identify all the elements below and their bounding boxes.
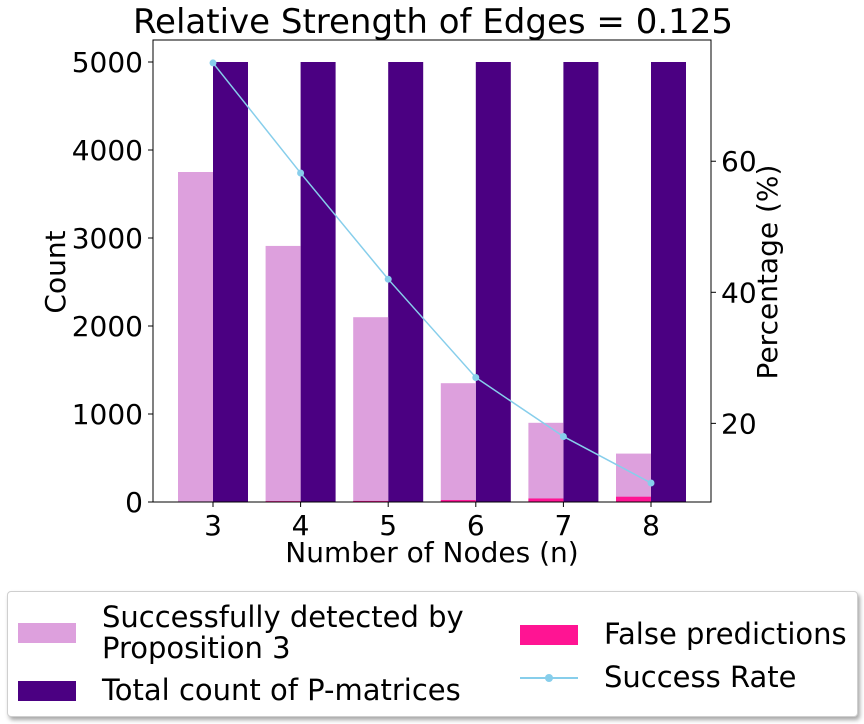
bar-total-5 <box>388 62 424 502</box>
y2-axis-label: Percentage (%) <box>751 165 784 380</box>
bar-false-8 <box>616 496 651 502</box>
success-rate-point-7 <box>559 432 567 440</box>
x-tick-label-4: 4 <box>292 509 310 542</box>
x-tick-label-6: 6 <box>467 509 485 542</box>
y-tick-label-5000: 5000 <box>72 46 143 79</box>
success-rate-point-4 <box>297 169 305 177</box>
bar-detected-6 <box>440 383 476 502</box>
x-tick-label-7: 7 <box>554 509 572 542</box>
bar-false-5 <box>353 500 389 502</box>
bar-detected-5 <box>353 317 389 502</box>
success-rate-point-3 <box>209 59 217 67</box>
bar-total-8 <box>651 62 686 502</box>
y2-tick-label-20: 20 <box>721 407 757 440</box>
success-rate-line <box>212 62 652 484</box>
legend-label-total: Total count of P-matrices <box>102 673 461 707</box>
chart-title: Relative Strength of Edges = 0.125 <box>133 2 733 42</box>
y2-tick-label-60: 60 <box>721 145 757 178</box>
legend-label-success-rate: Success Rate <box>604 660 797 694</box>
legend-swatch-detected <box>18 623 76 643</box>
legend-label-detected-line1: Successfully detected by <box>102 600 464 634</box>
legend-swatch-success-rate <box>520 668 578 688</box>
bar-total-6 <box>475 62 511 502</box>
legend-item-success-rate: Success Rate <box>520 662 796 693</box>
y-tick-label-4000: 4000 <box>72 134 143 167</box>
legend: Successfully detected by Proposition 3 T… <box>7 591 858 717</box>
y2-tick-label-40: 40 <box>721 276 757 309</box>
x-tick-label-8: 8 <box>642 509 660 542</box>
legend-swatch-total <box>18 680 76 701</box>
bar-detected-3 <box>178 172 213 502</box>
success-rate-point-5 <box>384 275 392 283</box>
bar-total-7 <box>563 62 599 502</box>
x-tick-label-5: 5 <box>379 509 397 542</box>
bar-detected-4 <box>265 245 301 503</box>
legend-swatch-false <box>520 624 578 645</box>
y-tick-label-3000: 3000 <box>72 222 143 255</box>
legend-item-total: Total count of P-matrices <box>18 675 461 706</box>
y-tick-label-1000: 1000 <box>72 398 143 431</box>
chart: Relative Strength of Edges = 0.125 0 1000… <box>39 2 784 569</box>
bar-false-6 <box>440 500 476 502</box>
y-tick-label-2000: 2000 <box>72 310 143 343</box>
bar-total-4 <box>300 62 336 502</box>
legend-label-false: False predictions <box>604 617 847 651</box>
bar-detected-8 <box>616 453 651 502</box>
bar-false-7 <box>528 498 564 502</box>
bar-total-3 <box>213 62 248 502</box>
legend-item-detected: Successfully detected by Proposition 3 <box>18 602 464 664</box>
y-axis-label: Count <box>39 230 72 313</box>
bar-detected-7 <box>528 422 564 502</box>
y-tick-label-0: 0 <box>125 486 143 519</box>
plot-area: 0 1000 2000 3000 4000 5000 20 40 60 3 4 5 6 7 8 <box>72 39 757 542</box>
plot-frame <box>152 39 712 503</box>
success-rate-point-6 <box>472 373 480 381</box>
success-rate-point-8 <box>647 479 655 487</box>
legend-item-false: False predictions <box>520 619 847 650</box>
x-tick-label-3: 3 <box>204 509 222 542</box>
x-axis-label: Number of Nodes (n) <box>285 536 578 569</box>
legend-label-detected-line2: Proposition 3 <box>102 631 291 665</box>
